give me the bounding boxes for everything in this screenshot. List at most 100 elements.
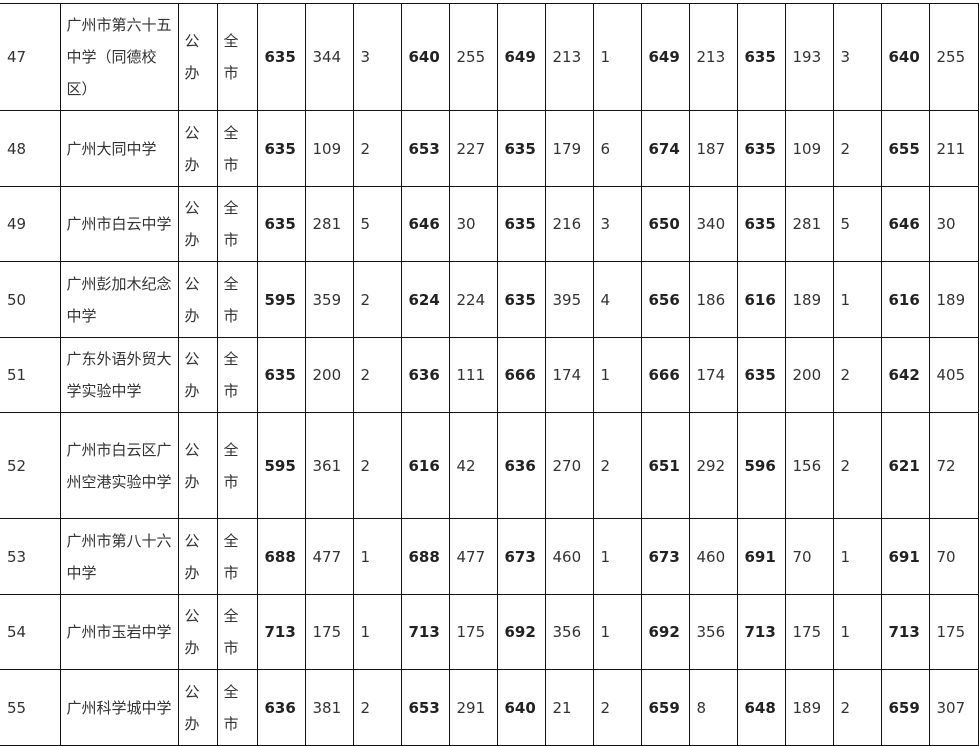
score-cell: 174	[688, 337, 738, 413]
score-cell: 2	[832, 110, 882, 187]
score-cell: 175	[304, 594, 354, 670]
score-cell: 1	[592, 337, 642, 413]
score-cell: 213	[544, 3, 594, 111]
score-cell: 659	[880, 669, 930, 746]
table-row: 55 广州科学城中学 公办 全市 636 381 2 653 291 640 21 2 659 8 648 1…	[0, 669, 979, 746]
score-cell: 111	[448, 337, 498, 413]
school-name-cell: 广州市第八十六中学	[59, 518, 179, 595]
score-cell: 2	[352, 337, 402, 413]
score-cell: 255	[448, 3, 498, 111]
score-cell: 713	[400, 594, 450, 670]
school-name-cell: 广州大同中学	[59, 110, 179, 187]
score-cell: 186	[688, 261, 738, 338]
school-name-cell: 广州科学城中学	[59, 669, 179, 746]
enrollment-scope-cell: 全市	[216, 261, 258, 338]
score-cell: 635	[736, 110, 786, 187]
school-type-cell: 公办	[177, 110, 218, 187]
score-cell: 211	[928, 110, 979, 187]
score-cell: 635	[496, 110, 546, 187]
score-cell: 648	[736, 669, 786, 746]
enrollment-scope-cell: 全市	[216, 412, 258, 519]
score-cell: 281	[304, 186, 354, 262]
score-cell: 1	[592, 594, 642, 670]
score-cell: 189	[928, 261, 979, 338]
enrollment-scope-cell: 全市	[216, 594, 258, 670]
score-cell: 642	[880, 337, 930, 413]
score-cell: 5	[352, 186, 402, 262]
score-cell: 666	[640, 337, 690, 413]
score-cell: 596	[736, 412, 786, 519]
score-cell: 649	[496, 3, 546, 111]
score-cell: 635	[256, 110, 306, 187]
school-type-cell: 公办	[177, 261, 218, 338]
score-cell: 2	[352, 669, 402, 746]
table-row: 49 广州市白云中学 公办 全市 635 281 5 646 30 635 216 3 650 340 63…	[0, 186, 979, 262]
school-type-cell: 公办	[177, 186, 218, 262]
row-number-cell: 54	[0, 594, 61, 670]
score-cell: 640	[400, 3, 450, 111]
score-cell: 460	[688, 518, 738, 595]
enrollment-scope-cell: 全市	[216, 110, 258, 187]
score-cell: 174	[544, 337, 594, 413]
enrollment-scope-cell: 全市	[216, 518, 258, 595]
score-cell: 650	[640, 186, 690, 262]
school-type-cell: 公办	[177, 518, 218, 595]
score-cell: 477	[448, 518, 498, 595]
score-cell: 1	[352, 518, 402, 595]
score-cell: 1	[352, 594, 402, 670]
table-row: 53 广州市第八十六中学 公办 全市 688 477 1 688 477 673 460 1 673 46…	[0, 518, 979, 595]
score-cell: 175	[784, 594, 834, 670]
score-cell: 651	[640, 412, 690, 519]
score-cell: 656	[640, 261, 690, 338]
score-cell: 649	[640, 3, 690, 111]
score-cell: 635	[736, 186, 786, 262]
row-number-cell: 51	[0, 337, 61, 413]
score-cell: 1	[832, 518, 882, 595]
score-cell: 361	[304, 412, 354, 519]
score-cell: 2	[592, 669, 642, 746]
score-cell: 3	[832, 3, 882, 111]
score-cell: 460	[544, 518, 594, 595]
score-cell: 405	[928, 337, 979, 413]
score-cell: 636	[256, 669, 306, 746]
score-cell: 307	[928, 669, 979, 746]
score-cell: 359	[304, 261, 354, 338]
score-cell: 646	[880, 186, 930, 262]
score-cell: 356	[688, 594, 738, 670]
score-cell: 635	[736, 3, 786, 111]
score-cell: 621	[880, 412, 930, 519]
score-cell: 2	[352, 261, 402, 338]
school-name-cell: 广州市白云中学	[59, 186, 179, 262]
score-cell: 2	[592, 412, 642, 519]
score-cell: 70	[928, 518, 979, 595]
row-number-cell: 49	[0, 186, 61, 262]
score-cell: 666	[496, 337, 546, 413]
score-cell: 4	[592, 261, 642, 338]
score-cell: 216	[544, 186, 594, 262]
score-cell: 646	[400, 186, 450, 262]
score-cell: 692	[496, 594, 546, 670]
score-cell: 635	[256, 3, 306, 111]
score-cell: 655	[880, 110, 930, 187]
score-cell: 688	[256, 518, 306, 595]
score-cell: 1	[592, 3, 642, 111]
score-cell: 3	[592, 186, 642, 262]
score-cell: 30	[928, 186, 979, 262]
score-cell: 616	[736, 261, 786, 338]
score-cell: 616	[400, 412, 450, 519]
score-cell: 653	[400, 669, 450, 746]
enrollment-scope-cell: 全市	[216, 337, 258, 413]
score-cell: 200	[304, 337, 354, 413]
score-cell: 72	[928, 412, 979, 519]
score-cell: 640	[880, 3, 930, 111]
score-cell: 356	[544, 594, 594, 670]
enrollment-scope-cell: 全市	[216, 186, 258, 262]
school-name-cell: 广州彭加木纪念中学	[59, 261, 179, 338]
score-cell: 395	[544, 261, 594, 338]
score-cell: 270	[544, 412, 594, 519]
score-cell: 179	[544, 110, 594, 187]
row-number-cell: 48	[0, 110, 61, 187]
table-row: 47 广州市第六十五中学（同德校区） 公办 全市 635 344 3 640 255 649 213…	[0, 3, 979, 111]
score-cell: 673	[640, 518, 690, 595]
school-name-cell: 广州市第六十五中学（同德校区）	[59, 3, 179, 111]
